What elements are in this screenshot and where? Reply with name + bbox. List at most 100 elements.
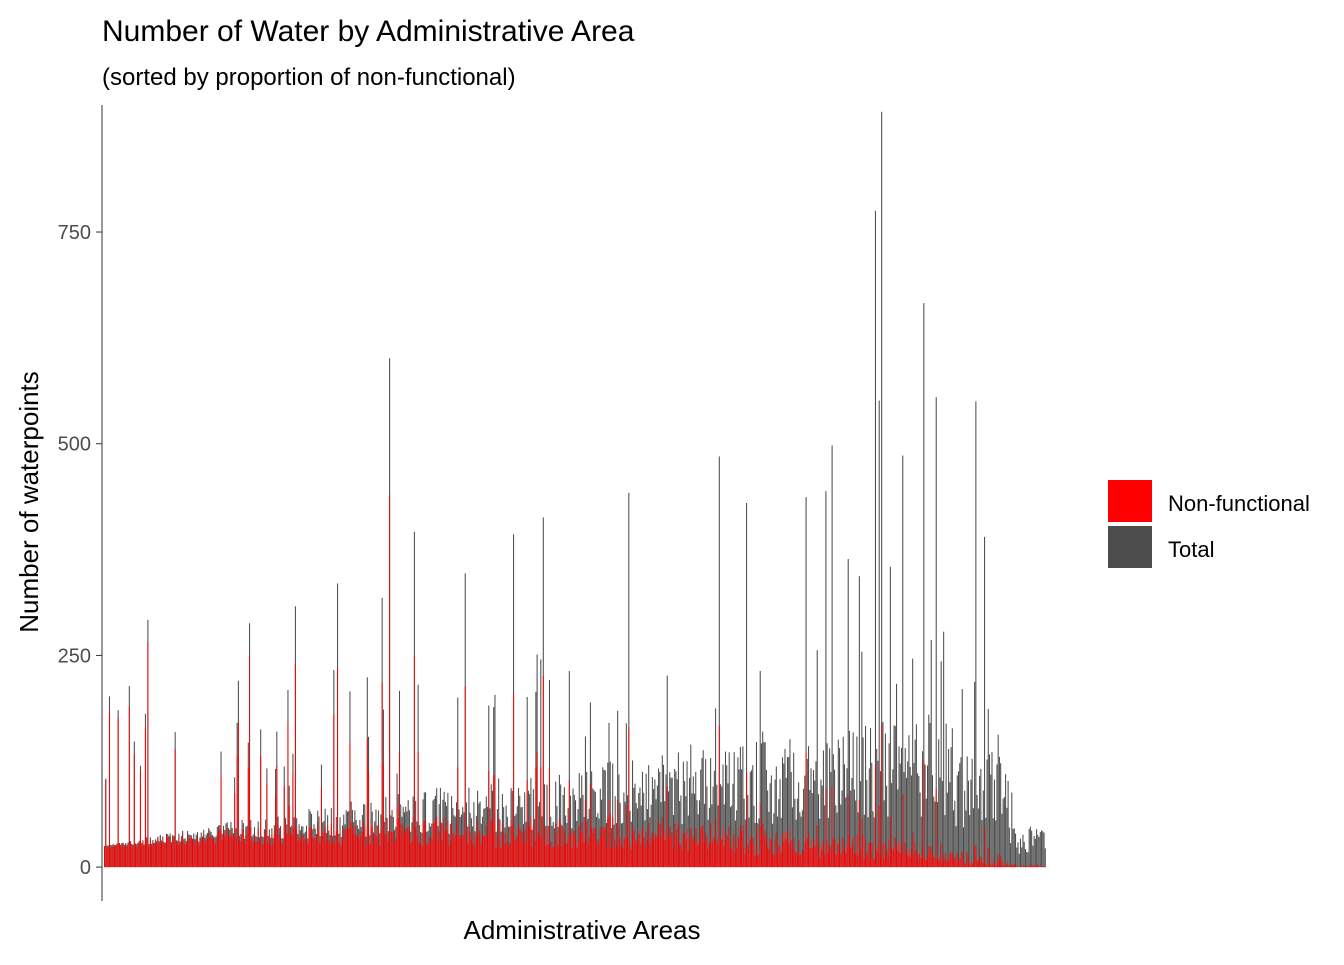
bar-non-functional: [538, 832, 539, 867]
bar-non-functional: [482, 835, 483, 867]
bar-non-functional: [895, 838, 896, 868]
bar-non-functional: [951, 852, 952, 867]
bar-non-functional: [841, 850, 842, 867]
bar-non-functional: [193, 839, 194, 867]
bar-non-functional: [856, 834, 857, 867]
bar-non-functional: [968, 857, 969, 868]
bar-non-functional: [481, 844, 482, 867]
bar-non-functional: [253, 842, 254, 868]
bar-non-functional: [854, 855, 855, 867]
bar-non-functional: [271, 835, 272, 867]
bar-non-functional: [245, 835, 246, 867]
bar-non-functional: [881, 724, 882, 867]
bar-total: [884, 800, 885, 867]
bar-total: [1035, 839, 1036, 867]
bar-non-functional: [410, 843, 411, 867]
bar-non-functional: [203, 834, 204, 867]
bar-non-functional: [926, 860, 927, 867]
bar-non-functional: [731, 849, 732, 867]
bar-non-functional: [840, 854, 841, 867]
bar-non-functional: [393, 832, 394, 867]
bar-non-functional: [533, 826, 534, 867]
bar-non-functional: [729, 827, 730, 867]
bar-non-functional: [621, 846, 622, 867]
bar-non-functional: [879, 806, 880, 868]
bar-non-functional: [714, 838, 715, 867]
bar-non-functional: [370, 824, 371, 867]
bar-non-functional: [556, 833, 557, 867]
bar-total: [927, 765, 928, 867]
bar-non-functional: [243, 830, 244, 867]
bar-non-functional: [936, 789, 937, 867]
bar-non-functional: [574, 830, 575, 867]
bar-non-functional: [403, 825, 404, 867]
bar-total: [872, 811, 873, 867]
bar-non-functional: [859, 800, 860, 867]
bar-non-functional: [616, 847, 617, 868]
bar-non-functional: [310, 827, 311, 867]
bar-non-functional: [457, 767, 458, 867]
bar-total: [1020, 839, 1021, 867]
bar-non-functional: [1015, 865, 1016, 867]
bar-non-functional: [727, 840, 728, 868]
bar-non-functional: [361, 837, 362, 867]
bar-non-functional: [1003, 865, 1004, 867]
bar-non-functional: [263, 844, 264, 867]
bar-non-functional: [332, 843, 333, 867]
bar-non-functional: [447, 821, 448, 867]
bar-non-functional: [455, 835, 456, 867]
bar-non-functional: [778, 844, 779, 867]
bar-total: [900, 764, 901, 868]
bar-non-functional: [309, 827, 310, 867]
bar-non-functional: [492, 821, 493, 867]
bar-non-functional: [596, 844, 597, 867]
bar-non-functional: [1039, 866, 1040, 867]
bar-non-functional: [711, 843, 712, 867]
bar-non-functional: [471, 840, 472, 868]
bar-non-functional: [228, 836, 229, 867]
bar-non-functional: [584, 842, 585, 867]
bar-non-functional: [591, 828, 592, 868]
bar-non-functional: [217, 835, 218, 868]
bar-total: [989, 754, 990, 867]
bar-non-functional: [401, 834, 402, 867]
bar-non-functional: [932, 853, 933, 867]
bar-non-functional: [496, 848, 497, 867]
bar-non-functional: [896, 844, 897, 867]
legend-label-non-functional: Non-functional: [1168, 491, 1310, 516]
bar-non-functional: [993, 865, 994, 867]
bar-non-functional: [605, 827, 606, 867]
bar-total: [1022, 835, 1023, 867]
bar-non-functional: [751, 835, 752, 867]
bar-non-functional: [869, 843, 870, 867]
bar-non-functional: [721, 839, 722, 867]
bar-non-functional: [136, 847, 137, 868]
bar-non-functional: [445, 830, 446, 867]
bar-non-functional: [375, 825, 376, 867]
bar-non-functional: [965, 862, 966, 867]
bar-non-functional: [187, 837, 188, 867]
bar-non-functional: [388, 842, 389, 867]
bar-non-functional: [219, 829, 220, 867]
bar-non-functional: [130, 842, 131, 868]
bar-non-functional: [362, 832, 363, 867]
bar-non-functional: [560, 824, 561, 868]
bar-total: [993, 818, 994, 867]
bar-non-functional: [1005, 865, 1006, 867]
bar-non-functional: [518, 824, 519, 868]
bar-non-functional: [969, 865, 970, 867]
bar-non-functional: [887, 857, 888, 867]
bar-non-functional: [709, 843, 710, 867]
bar-total: [1041, 830, 1042, 867]
bar-non-functional: [657, 835, 658, 867]
bar-total: [991, 752, 992, 867]
bar-non-functional: [654, 833, 655, 867]
bar-total: [941, 661, 942, 867]
bar-non-functional: [983, 863, 984, 868]
bar-total: [964, 791, 965, 867]
bar-non-functional: [959, 859, 960, 867]
bar-non-functional: [630, 844, 631, 867]
bar-non-functional: [704, 842, 705, 868]
bar-non-functional: [548, 844, 549, 867]
bar-non-functional: [146, 839, 147, 868]
